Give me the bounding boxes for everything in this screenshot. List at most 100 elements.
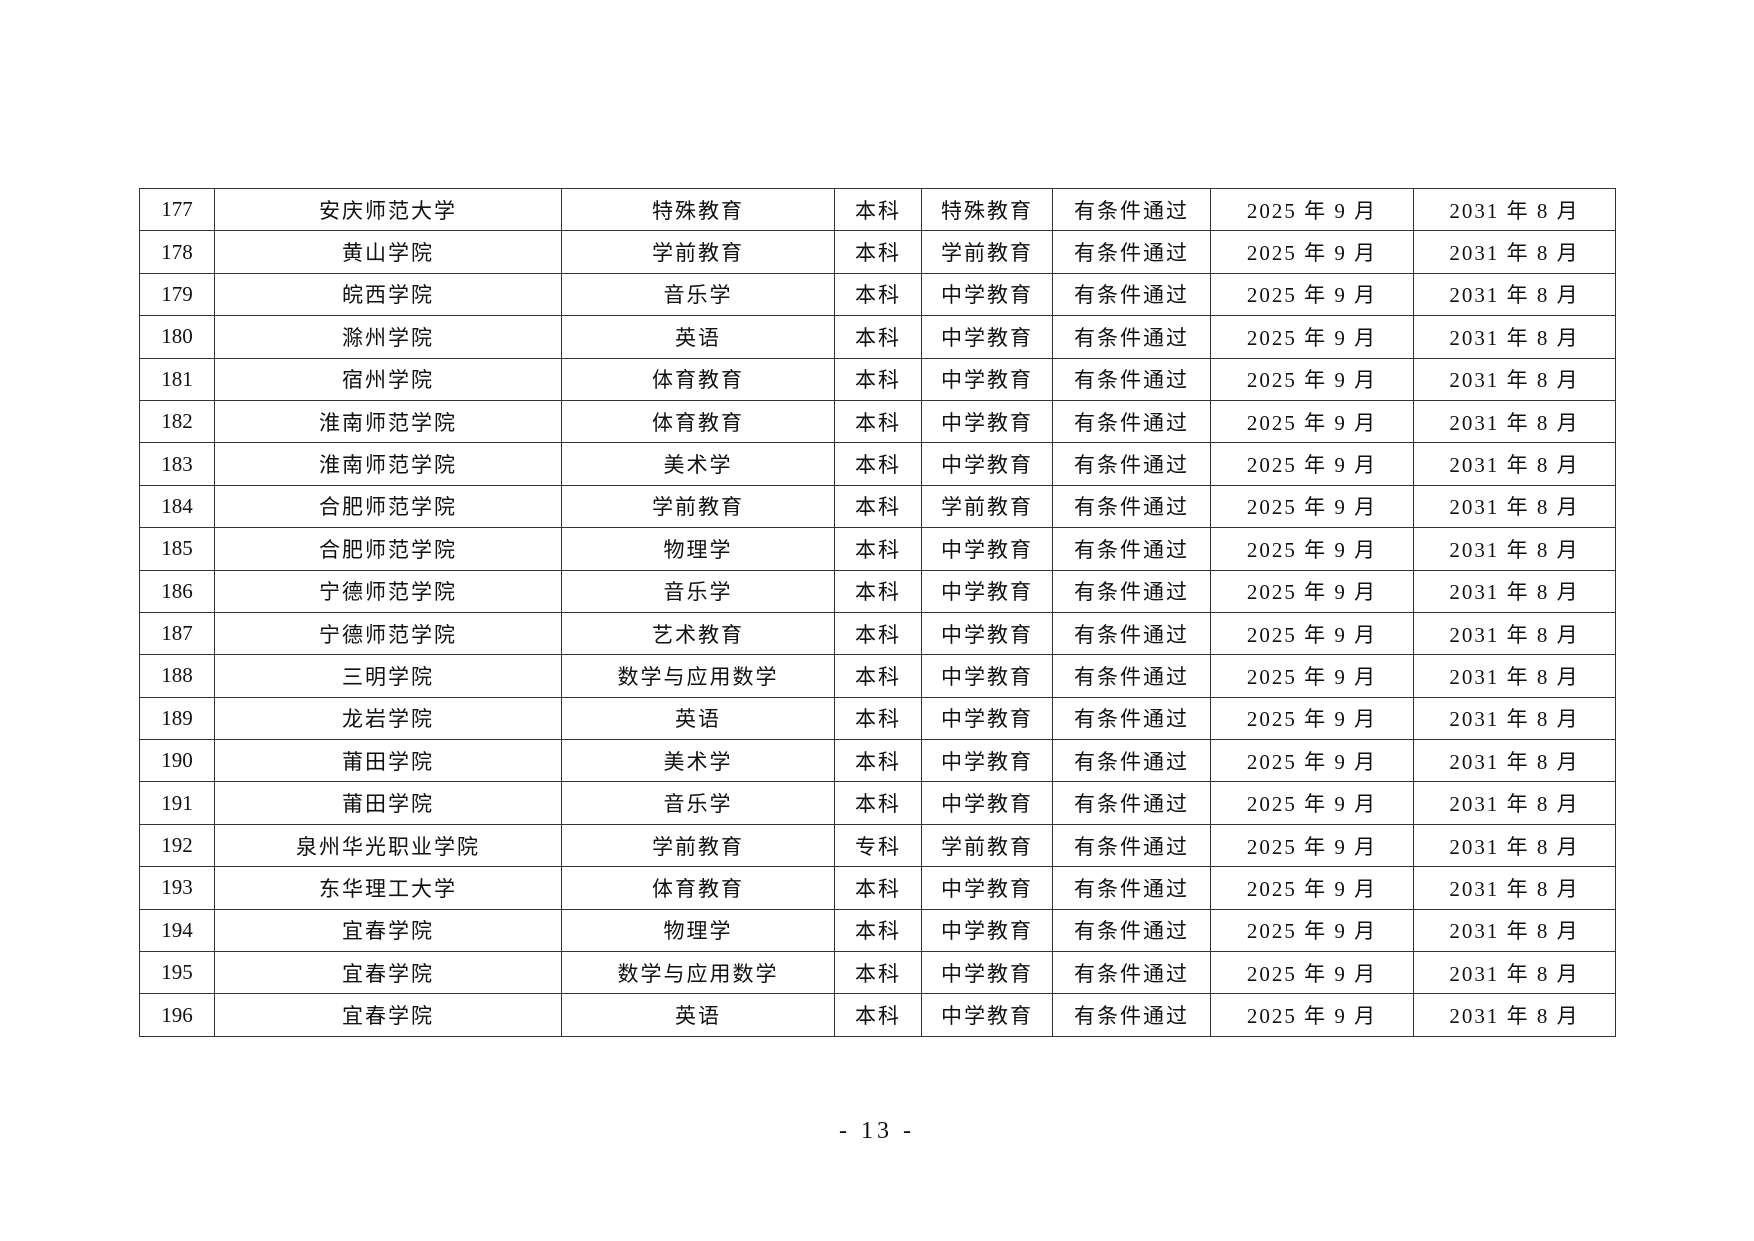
institution-cell: 安庆师范大学 bbox=[214, 187, 562, 232]
start-date-cell: 2025 年 9 月 bbox=[1210, 739, 1414, 783]
start-date-cell: 2025 年 9 月 bbox=[1210, 484, 1414, 529]
result-cell: 有条件通过 bbox=[1052, 315, 1211, 359]
start-date-cell: 2025 年 9 月 bbox=[1210, 187, 1414, 232]
start-date-cell: 2025 年 9 月 bbox=[1210, 527, 1414, 571]
table-row: 196 宜春学院 英语 本科 中学教育 有条件通过 2025 年 9 月 2031 年 8 月 bbox=[139, 993, 1616, 1037]
category-cell: 中学教育 bbox=[921, 696, 1053, 741]
result-cell: 有条件通过 bbox=[1052, 272, 1211, 317]
table-row: 183 淮南师范学院 美术学 本科 中学教育 有条件通过 2025 年 9 月 2031 年 … bbox=[139, 442, 1616, 486]
major-cell: 英语 bbox=[561, 993, 835, 1037]
result-cell: 有条件通过 bbox=[1052, 442, 1211, 486]
row-number-cell: 188 bbox=[139, 654, 215, 698]
row-number-cell: 186 bbox=[139, 569, 215, 613]
major-cell: 美术学 bbox=[561, 739, 835, 783]
end-date-cell: 2031 年 8 月 bbox=[1413, 399, 1616, 444]
table-row: 189 龙岩学院 英语 本科 中学教育 有条件通过 2025 年 9 月 2031 年 8 月 bbox=[139, 696, 1616, 741]
end-date-cell: 2031 年 8 月 bbox=[1413, 951, 1616, 995]
table-row: 186 宁德师范学院 音乐学 本科 中学教育 有条件通过 2025 年 9 月 2031 年 … bbox=[139, 569, 1616, 613]
level-cell: 本科 bbox=[834, 230, 922, 274]
row-number-cell: 179 bbox=[139, 272, 215, 317]
table-row: 187 宁德师范学院 艺术教育 本科 中学教育 有条件通过 2025 年 9 月 2031 年… bbox=[139, 611, 1616, 656]
row-number-cell: 187 bbox=[139, 611, 215, 656]
result-cell: 有条件通过 bbox=[1052, 187, 1211, 232]
page-number: - 13 - bbox=[839, 1118, 915, 1144]
major-cell: 艺术教育 bbox=[561, 611, 835, 656]
end-date-cell: 2031 年 8 月 bbox=[1413, 823, 1616, 868]
table-row: 185 合肥师范学院 物理学 本科 中学教育 有条件通过 2025 年 9 月 2031 年 … bbox=[139, 527, 1616, 571]
row-number-cell: 183 bbox=[139, 442, 215, 486]
institution-cell: 合肥师范学院 bbox=[214, 527, 562, 571]
start-date-cell: 2025 年 9 月 bbox=[1210, 696, 1414, 741]
end-date-cell: 2031 年 8 月 bbox=[1413, 187, 1616, 232]
table-row: 194 宜春学院 物理学 本科 中学教育 有条件通过 2025 年 9 月 2031 年 8 … bbox=[139, 908, 1616, 953]
row-number-cell: 180 bbox=[139, 315, 215, 359]
institution-cell: 宜春学院 bbox=[214, 908, 562, 953]
row-number-cell: 195 bbox=[139, 951, 215, 995]
category-cell: 中学教育 bbox=[921, 993, 1053, 1037]
start-date-cell: 2025 年 9 月 bbox=[1210, 823, 1414, 868]
result-cell: 有条件通过 bbox=[1052, 611, 1211, 656]
institution-cell: 淮南师范学院 bbox=[214, 442, 562, 486]
end-date-cell: 2031 年 8 月 bbox=[1413, 357, 1616, 401]
row-number-cell: 184 bbox=[139, 484, 215, 529]
end-date-cell: 2031 年 8 月 bbox=[1413, 696, 1616, 741]
start-date-cell: 2025 年 9 月 bbox=[1210, 951, 1414, 995]
result-cell: 有条件通过 bbox=[1052, 484, 1211, 529]
row-number-cell: 194 bbox=[139, 908, 215, 953]
end-date-cell: 2031 年 8 月 bbox=[1413, 993, 1616, 1037]
end-date-cell: 2031 年 8 月 bbox=[1413, 484, 1616, 529]
end-date-cell: 2031 年 8 月 bbox=[1413, 739, 1616, 783]
category-cell: 特殊教育 bbox=[921, 187, 1053, 232]
table-row: 181 宿州学院 体育教育 本科 中学教育 有条件通过 2025 年 9 月 2031 年 8… bbox=[139, 357, 1616, 401]
table-row: 188 三明学院 数学与应用数学 本科 中学教育 有条件通过 2025 年 9 月 2031 … bbox=[139, 654, 1616, 698]
major-cell: 英语 bbox=[561, 315, 835, 359]
row-number-cell: 181 bbox=[139, 357, 215, 401]
table-row: 177 安庆师范大学 特殊教育 本科 特殊教育 有条件通过 2025 年 9 月 2031 年… bbox=[139, 187, 1616, 232]
table-row: 178 黄山学院 学前教育 本科 学前教育 有条件通过 2025 年 9 月 2031 年 8… bbox=[139, 230, 1616, 274]
accreditation-table: 177 安庆师范大学 特殊教育 本科 特殊教育 有条件通过 2025 年 9 月 2031 年… bbox=[139, 187, 1616, 1037]
table-row: 190 莆田学院 美术学 本科 中学教育 有条件通过 2025 年 9 月 2031 年 8 … bbox=[139, 739, 1616, 783]
major-cell: 体育教育 bbox=[561, 399, 835, 444]
institution-cell: 合肥师范学院 bbox=[214, 484, 562, 529]
start-date-cell: 2025 年 9 月 bbox=[1210, 569, 1414, 613]
result-cell: 有条件通过 bbox=[1052, 781, 1211, 825]
end-date-cell: 2031 年 8 月 bbox=[1413, 230, 1616, 274]
end-date-cell: 2031 年 8 月 bbox=[1413, 442, 1616, 486]
result-cell: 有条件通过 bbox=[1052, 951, 1211, 995]
level-cell: 本科 bbox=[834, 611, 922, 656]
major-cell: 体育教育 bbox=[561, 866, 835, 910]
level-cell: 本科 bbox=[834, 951, 922, 995]
institution-cell: 三明学院 bbox=[214, 654, 562, 698]
end-date-cell: 2031 年 8 月 bbox=[1413, 908, 1616, 953]
category-cell: 中学教育 bbox=[921, 442, 1053, 486]
level-cell: 本科 bbox=[834, 739, 922, 783]
start-date-cell: 2025 年 9 月 bbox=[1210, 230, 1414, 274]
major-cell: 英语 bbox=[561, 696, 835, 741]
table-row: 195 宜春学院 数学与应用数学 本科 中学教育 有条件通过 2025 年 9 月 2031 … bbox=[139, 951, 1616, 995]
result-cell: 有条件通过 bbox=[1052, 866, 1211, 910]
major-cell: 学前教育 bbox=[561, 230, 835, 274]
row-number-cell: 193 bbox=[139, 866, 215, 910]
level-cell: 本科 bbox=[834, 569, 922, 613]
category-cell: 中学教育 bbox=[921, 399, 1053, 444]
result-cell: 有条件通过 bbox=[1052, 823, 1211, 868]
level-cell: 本科 bbox=[834, 908, 922, 953]
institution-cell: 东华理工大学 bbox=[214, 866, 562, 910]
end-date-cell: 2031 年 8 月 bbox=[1413, 569, 1616, 613]
major-cell: 美术学 bbox=[561, 442, 835, 486]
level-cell: 本科 bbox=[834, 315, 922, 359]
row-number-cell: 196 bbox=[139, 993, 215, 1037]
major-cell: 物理学 bbox=[561, 527, 835, 571]
row-number-cell: 182 bbox=[139, 399, 215, 444]
category-cell: 中学教育 bbox=[921, 272, 1053, 317]
level-cell: 本科 bbox=[834, 187, 922, 232]
result-cell: 有条件通过 bbox=[1052, 399, 1211, 444]
result-cell: 有条件通过 bbox=[1052, 230, 1211, 274]
level-cell: 本科 bbox=[834, 442, 922, 486]
level-cell: 本科 bbox=[834, 866, 922, 910]
institution-cell: 淮南师范学院 bbox=[214, 399, 562, 444]
start-date-cell: 2025 年 9 月 bbox=[1210, 908, 1414, 953]
institution-cell: 宁德师范学院 bbox=[214, 569, 562, 613]
row-number-cell: 177 bbox=[139, 187, 215, 232]
end-date-cell: 2031 年 8 月 bbox=[1413, 527, 1616, 571]
